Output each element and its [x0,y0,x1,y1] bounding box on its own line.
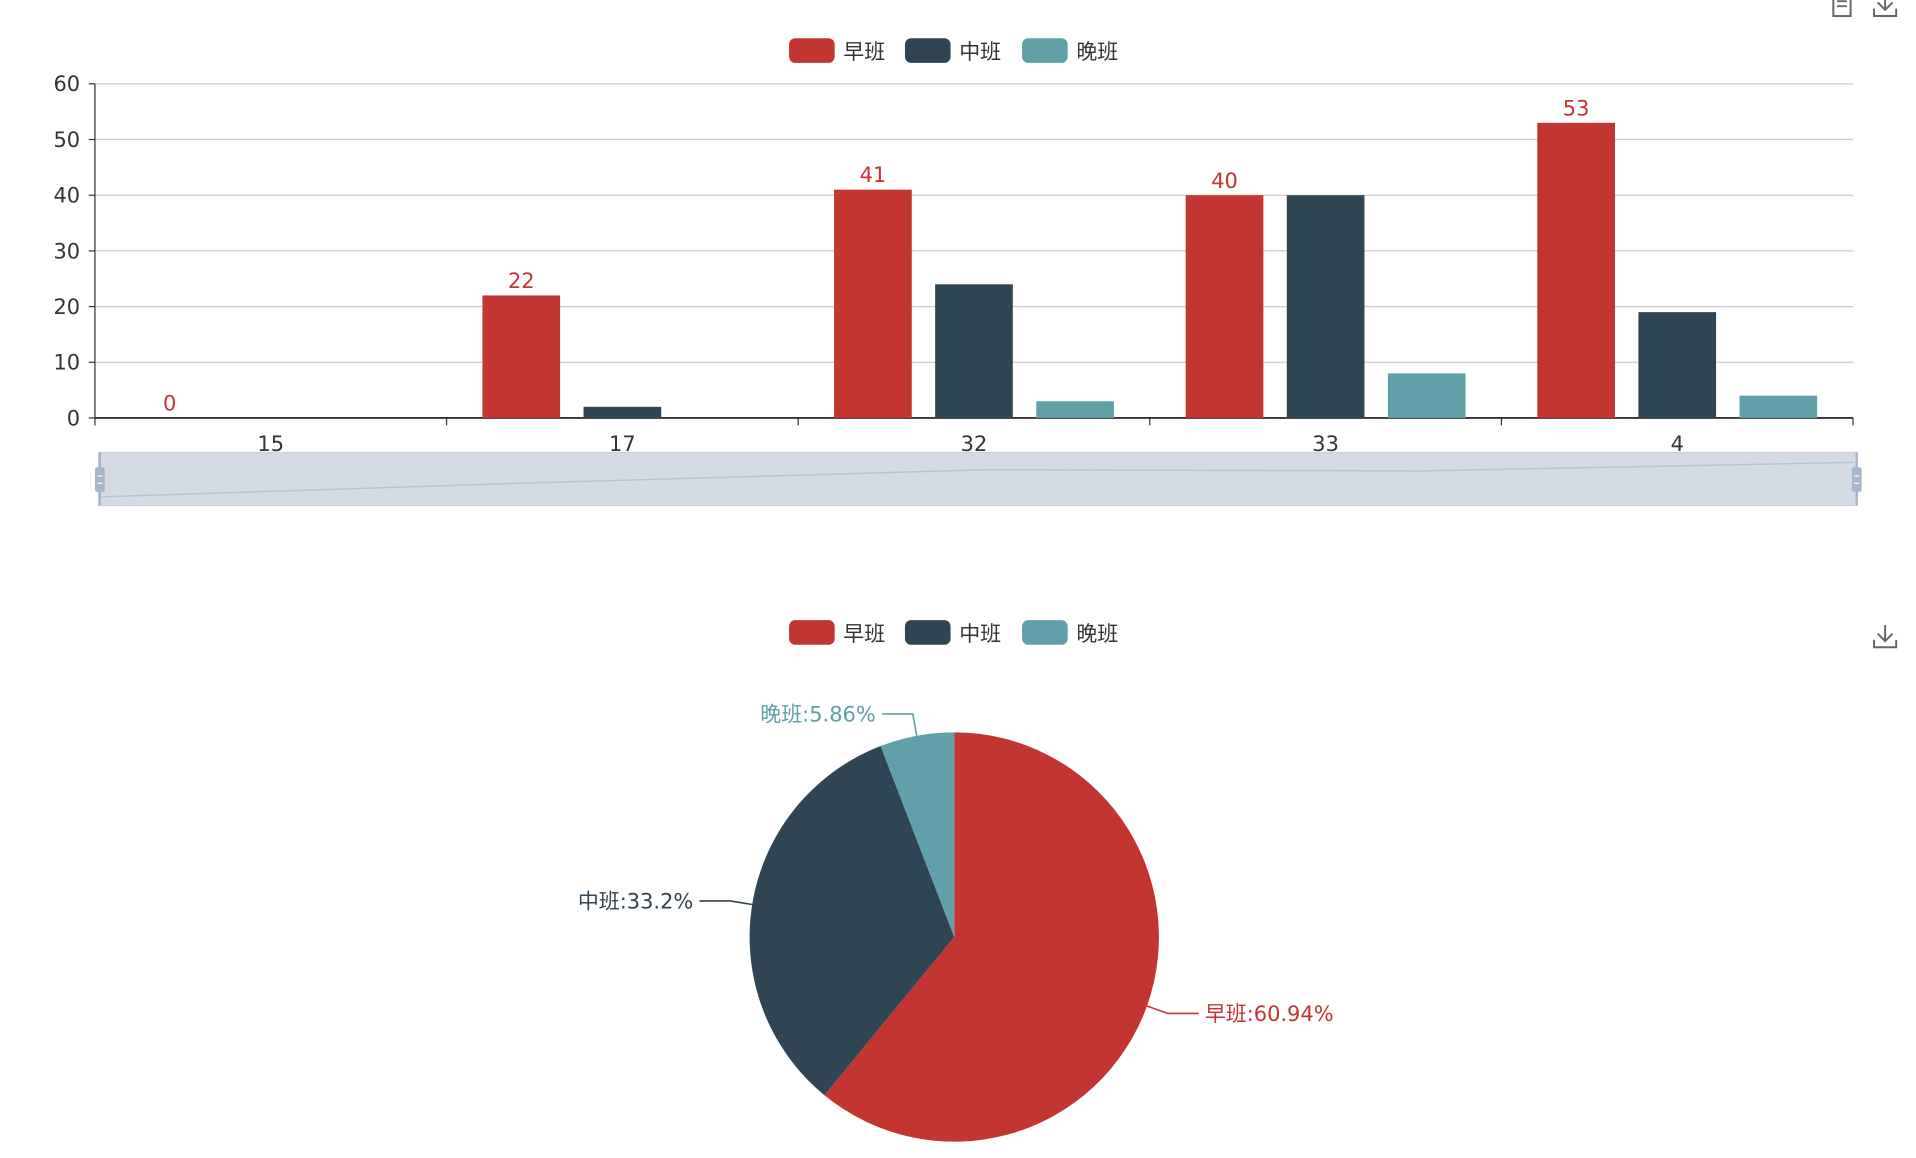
pie-leader-line [1146,1005,1199,1015]
legend-swatch [904,620,951,645]
data-label: 22 [508,269,535,293]
pie-label: 早班:60.94% [1205,1002,1334,1026]
legend-swatch [789,620,835,645]
pie-leader-line [699,900,753,906]
legend-item[interactable]: 早班 [789,38,885,64]
x-tick-label: 4 [1671,432,1684,456]
pie-label: 晚班:5.86% [760,702,875,726]
bar [1286,195,1365,418]
y-tick-label: 50 [53,128,80,152]
bar [583,406,662,418]
bar [1638,312,1717,418]
y-tick-label: 10 [53,351,80,375]
legend-label: 早班 [843,40,885,64]
bar [935,284,1013,418]
pie-slice [749,746,955,1096]
pie-leader-line [881,713,918,736]
data-label: 41 [860,163,887,187]
bar [1537,122,1615,418]
legend-item[interactable]: 中班 [904,38,1001,64]
legend-swatch [789,38,835,63]
save-image-icon[interactable] [1869,621,1901,653]
legend-swatch [904,38,951,63]
datazoom-shadow [101,461,1855,498]
bar [482,295,561,418]
y-tick-label: 20 [53,295,80,319]
legend-item[interactable]: 晚班 [1022,38,1118,64]
datazoom-left-handle[interactable] [94,452,105,506]
legend-item[interactable]: 中班 [904,620,1001,646]
legend-swatch [1022,620,1068,645]
legend-item[interactable]: 晚班 [1022,620,1118,646]
data-label: 40 [1211,169,1238,193]
bar [1739,395,1818,418]
data-label: 0 [163,392,176,416]
y-tick-label: 60 [53,72,80,96]
legend-item[interactable]: 早班 [789,620,885,646]
pie-slice [824,732,1159,1142]
data-view-icon[interactable] [1827,0,1859,22]
pie-label: 中班:33.2% [578,889,693,913]
bar [1036,401,1114,418]
legend-label: 中班 [959,40,1001,64]
y-tick-label: 0 [67,406,80,430]
datazoom-slider [94,451,1862,507]
bar [1185,195,1264,418]
legend-label: 早班 [843,622,885,646]
bar [1387,373,1466,418]
datazoom-right-handle[interactable] [1851,452,1862,506]
legend-label: 晚班 [1076,40,1118,64]
data-label: 53 [1563,96,1590,120]
bar [834,189,912,418]
legend-label: 晚班 [1076,622,1118,646]
save-image-icon[interactable] [1869,0,1901,22]
datazoom-window [98,451,1858,507]
legend-label: 中班 [959,622,1001,646]
legend-swatch [1022,38,1068,63]
y-tick-label: 40 [53,184,80,208]
pie-slice [880,732,955,938]
y-tick-label: 30 [53,239,80,263]
